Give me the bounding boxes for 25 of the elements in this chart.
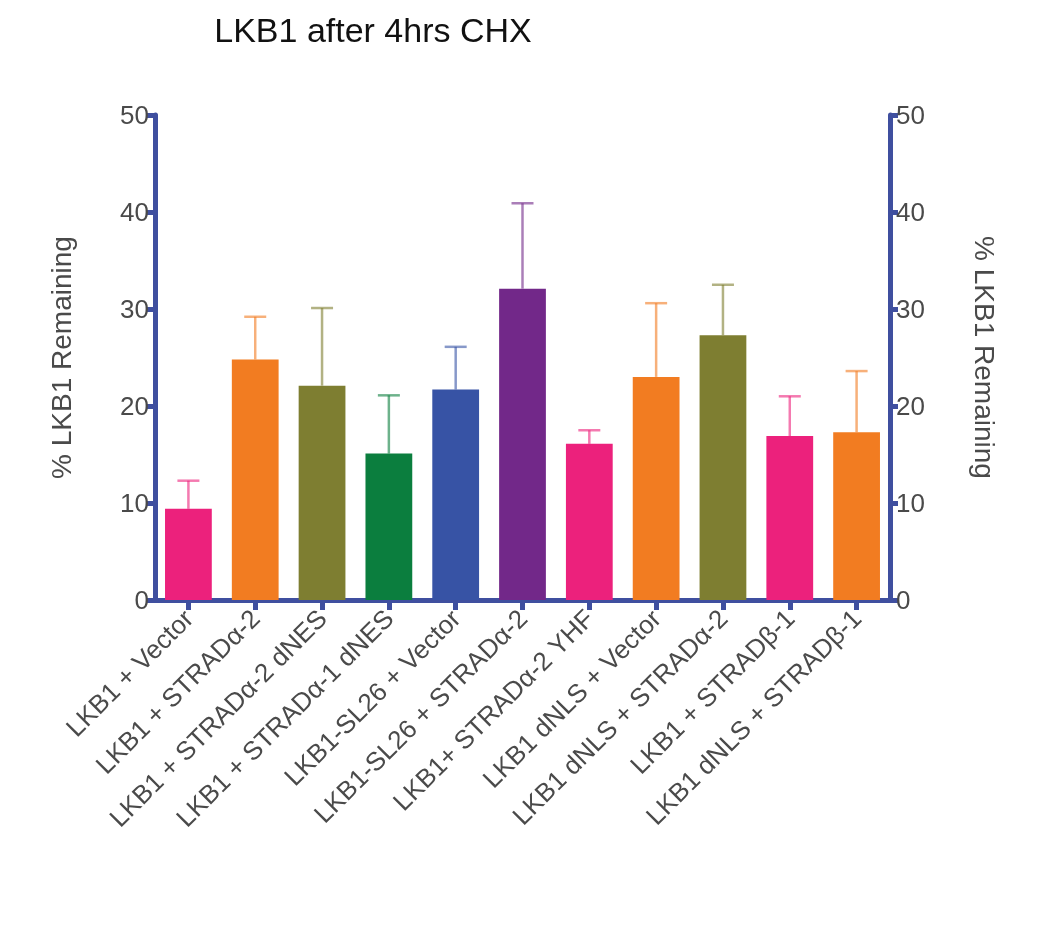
bar [499,288,546,600]
y-axis-title: % LKB1 Remaining [45,236,77,479]
y-tick-label: 10 [120,488,149,518]
bar [565,443,613,600]
bar [766,436,814,600]
y2-tick-label: 0 [896,585,911,615]
bar [231,359,279,600]
bar [699,335,747,600]
bar [165,508,212,600]
y2-tick-label: 40 [896,197,925,227]
y2-tick-label: 30 [896,294,925,324]
y2-tick-label: 50 [896,100,925,130]
bar [365,453,413,600]
bar [298,385,346,600]
bar [833,432,880,600]
y2-axis-title: % LKB1 Remaining [968,236,1000,479]
y-tick-label: 0 [134,585,149,615]
y-tick-label: 30 [120,294,149,324]
y-tick-label: 50 [120,100,149,130]
y2-tick-label: 20 [896,391,925,421]
bar [632,376,680,600]
chart-title: LKB1 after 4hrs CHX [214,11,532,49]
y-tick-label: 40 [120,197,149,227]
y2-tick-label: 10 [896,488,925,518]
y-tick-label: 20 [120,391,149,421]
